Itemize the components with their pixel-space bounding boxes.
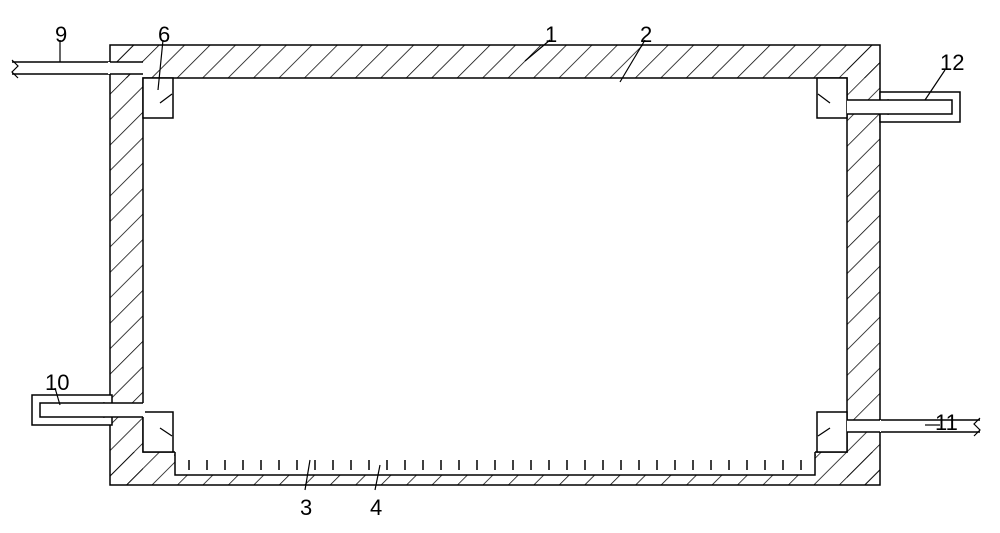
wall-bottom-right — [815, 452, 880, 485]
corner-notch-top-right — [817, 78, 847, 118]
corner-notch-bottom-right — [817, 412, 847, 452]
wall-bottom-left — [110, 452, 175, 485]
pipe-right-bottom — [880, 418, 980, 436]
wall-left — [110, 45, 143, 485]
wall-top — [110, 45, 880, 78]
technical-drawing-svg — [0, 0, 1000, 533]
corner-notch-bottom-left — [143, 412, 173, 452]
diagram-container: 1 2 6 9 12 10 11 3 4 — [0, 0, 1000, 533]
label-9: 9 — [55, 22, 67, 48]
label-2: 2 — [640, 22, 652, 48]
inner-rect — [143, 78, 847, 452]
label-4: 4 — [370, 495, 382, 521]
handle-lb-opening — [103, 403, 145, 417]
label-3: 3 — [300, 495, 312, 521]
label-1: 1 — [545, 22, 557, 48]
label-12: 12 — [940, 50, 964, 76]
label-11: 11 — [935, 410, 958, 436]
pipe-rb-opening — [847, 420, 881, 432]
wall-bottom-under — [175, 475, 815, 485]
pipe-lt-opening — [108, 62, 143, 74]
slot-opening — [175, 450, 815, 456]
label-6: 6 — [158, 22, 170, 48]
handle-rt-opening — [847, 100, 889, 114]
handle-right-top — [880, 92, 960, 122]
label-10: 10 — [45, 370, 69, 396]
handle-left-bottom — [32, 395, 112, 425]
bottom-slot-hatch — [180, 460, 810, 470]
pipe-left-top — [12, 60, 110, 78]
